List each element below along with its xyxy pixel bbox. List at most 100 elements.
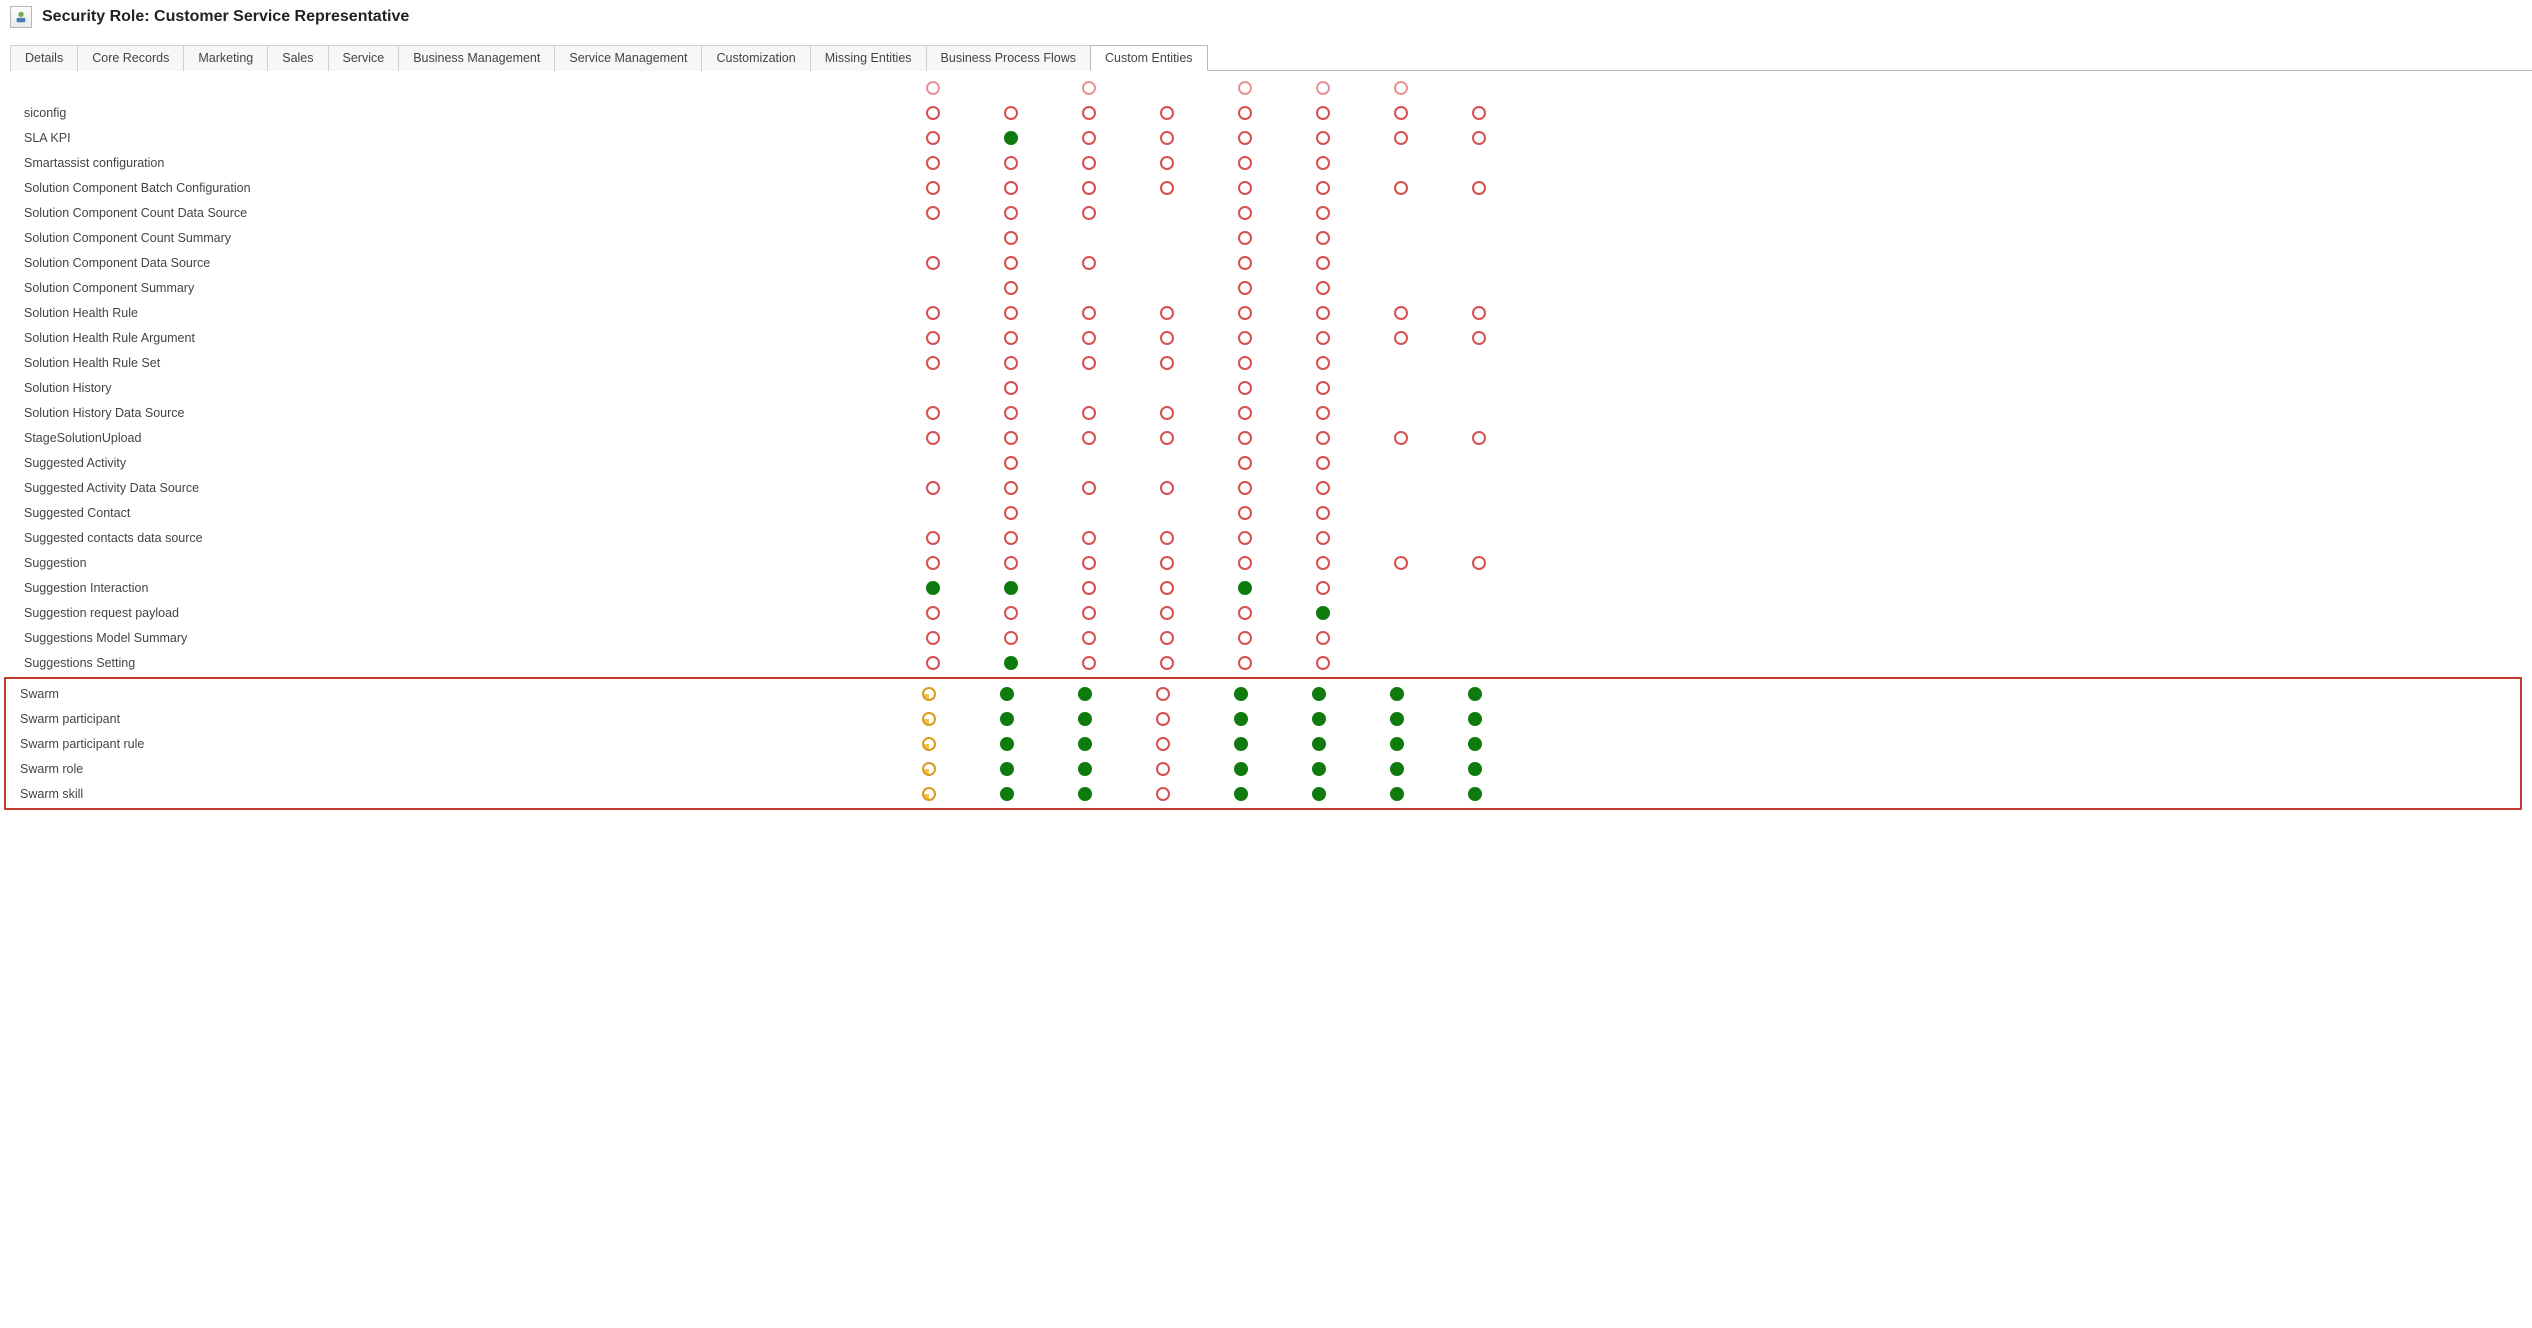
privilege-cell[interactable] — [1050, 406, 1128, 420]
privilege-cell[interactable] — [1128, 156, 1206, 170]
privilege-cell[interactable] — [1124, 787, 1202, 801]
privilege-cell[interactable] — [894, 531, 972, 545]
privilege-cell[interactable] — [894, 406, 972, 420]
privilege-cell[interactable] — [968, 712, 1046, 726]
privilege-cell[interactable] — [972, 406, 1050, 420]
privilege-cell[interactable] — [1284, 606, 1362, 620]
privilege-cell[interactable] — [972, 256, 1050, 270]
privilege-cell[interactable] — [1202, 762, 1280, 776]
privilege-cell[interactable] — [1358, 762, 1436, 776]
privilege-cell[interactable] — [1206, 556, 1284, 570]
privilege-cell[interactable] — [972, 81, 1050, 95]
privilege-cell[interactable] — [972, 231, 1050, 245]
privilege-cell[interactable] — [1440, 256, 1518, 270]
privilege-cell[interactable] — [894, 606, 972, 620]
privilege-cell[interactable] — [1128, 281, 1206, 295]
privilege-cell[interactable] — [1128, 431, 1206, 445]
privilege-cell[interactable] — [972, 181, 1050, 195]
privilege-cell[interactable] — [1050, 606, 1128, 620]
privilege-cell[interactable] — [1440, 481, 1518, 495]
privilege-cell[interactable] — [1362, 431, 1440, 445]
privilege-cell[interactable] — [972, 156, 1050, 170]
privilege-cell[interactable] — [1440, 606, 1518, 620]
privilege-cell[interactable] — [1128, 306, 1206, 320]
privilege-cell[interactable] — [972, 331, 1050, 345]
privilege-cell[interactable] — [1050, 456, 1128, 470]
privilege-cell[interactable] — [1358, 787, 1436, 801]
privilege-cell[interactable] — [972, 481, 1050, 495]
privilege-cell[interactable] — [1280, 787, 1358, 801]
tab-core-records[interactable]: Core Records — [77, 45, 184, 71]
privilege-cell[interactable] — [1440, 381, 1518, 395]
tab-service-management[interactable]: Service Management — [554, 45, 702, 71]
privilege-cell[interactable] — [1050, 81, 1128, 95]
privilege-cell[interactable] — [1284, 456, 1362, 470]
privilege-cell[interactable] — [1440, 231, 1518, 245]
privilege-cell[interactable] — [1362, 406, 1440, 420]
privilege-cell[interactable] — [1284, 231, 1362, 245]
privilege-cell[interactable] — [1440, 181, 1518, 195]
privilege-cell[interactable] — [1128, 81, 1206, 95]
privilege-cell[interactable] — [1284, 656, 1362, 670]
privilege-cell[interactable] — [1440, 281, 1518, 295]
privilege-cell[interactable] — [1440, 506, 1518, 520]
privilege-cell[interactable] — [1206, 231, 1284, 245]
privilege-cell[interactable] — [1440, 356, 1518, 370]
tab-customization[interactable]: Customization — [701, 45, 810, 71]
privilege-cell[interactable] — [890, 787, 968, 801]
privilege-cell[interactable] — [1124, 687, 1202, 701]
privilege-cell[interactable] — [1050, 556, 1128, 570]
privilege-cell[interactable] — [1284, 331, 1362, 345]
privilege-cell[interactable] — [1050, 431, 1128, 445]
privilege-cell[interactable] — [1206, 206, 1284, 220]
privilege-cell[interactable] — [894, 381, 972, 395]
privilege-cell[interactable] — [1436, 687, 1514, 701]
privilege-cell[interactable] — [1358, 712, 1436, 726]
privilege-cell[interactable] — [1280, 687, 1358, 701]
privilege-cell[interactable] — [1206, 281, 1284, 295]
privilege-cell[interactable] — [1124, 712, 1202, 726]
privilege-cell[interactable] — [894, 506, 972, 520]
privilege-cell[interactable] — [1284, 306, 1362, 320]
privilege-cell[interactable] — [972, 131, 1050, 145]
privilege-cell[interactable] — [1050, 206, 1128, 220]
privilege-cell[interactable] — [1124, 762, 1202, 776]
privilege-cell[interactable] — [1284, 131, 1362, 145]
privilege-cell[interactable] — [1128, 531, 1206, 545]
privilege-cell[interactable] — [1362, 506, 1440, 520]
privilege-cell[interactable] — [1046, 762, 1124, 776]
privilege-cell[interactable] — [1362, 606, 1440, 620]
privilege-cell[interactable] — [894, 356, 972, 370]
privilege-cell[interactable] — [1206, 631, 1284, 645]
privilege-cell[interactable] — [1362, 181, 1440, 195]
privilege-cell[interactable] — [972, 606, 1050, 620]
privilege-cell[interactable] — [1206, 81, 1284, 95]
privilege-cell[interactable] — [1362, 556, 1440, 570]
privilege-cell[interactable] — [1046, 737, 1124, 751]
tab-details[interactable]: Details — [10, 45, 78, 71]
privilege-cell[interactable] — [1206, 381, 1284, 395]
tab-business-management[interactable]: Business Management — [398, 45, 555, 71]
privilege-cell[interactable] — [1284, 506, 1362, 520]
privilege-cell[interactable] — [1128, 631, 1206, 645]
privilege-cell[interactable] — [1284, 556, 1362, 570]
privilege-cell[interactable] — [972, 381, 1050, 395]
privilege-cell[interactable] — [1362, 656, 1440, 670]
privilege-cell[interactable] — [894, 481, 972, 495]
privilege-cell[interactable] — [1440, 431, 1518, 445]
privilege-cell[interactable] — [972, 356, 1050, 370]
privilege-cell[interactable] — [1206, 506, 1284, 520]
privilege-cell[interactable] — [1362, 131, 1440, 145]
privilege-cell[interactable] — [890, 712, 968, 726]
privilege-cell[interactable] — [1206, 256, 1284, 270]
privilege-cell[interactable] — [1046, 687, 1124, 701]
privilege-cell[interactable] — [894, 106, 972, 120]
privilege-cell[interactable] — [972, 656, 1050, 670]
privilege-cell[interactable] — [1440, 581, 1518, 595]
privilege-cell[interactable] — [968, 787, 1046, 801]
privilege-cell[interactable] — [1440, 406, 1518, 420]
privilege-cell[interactable] — [894, 181, 972, 195]
privilege-cell[interactable] — [972, 556, 1050, 570]
privilege-cell[interactable] — [1206, 331, 1284, 345]
privilege-cell[interactable] — [972, 206, 1050, 220]
